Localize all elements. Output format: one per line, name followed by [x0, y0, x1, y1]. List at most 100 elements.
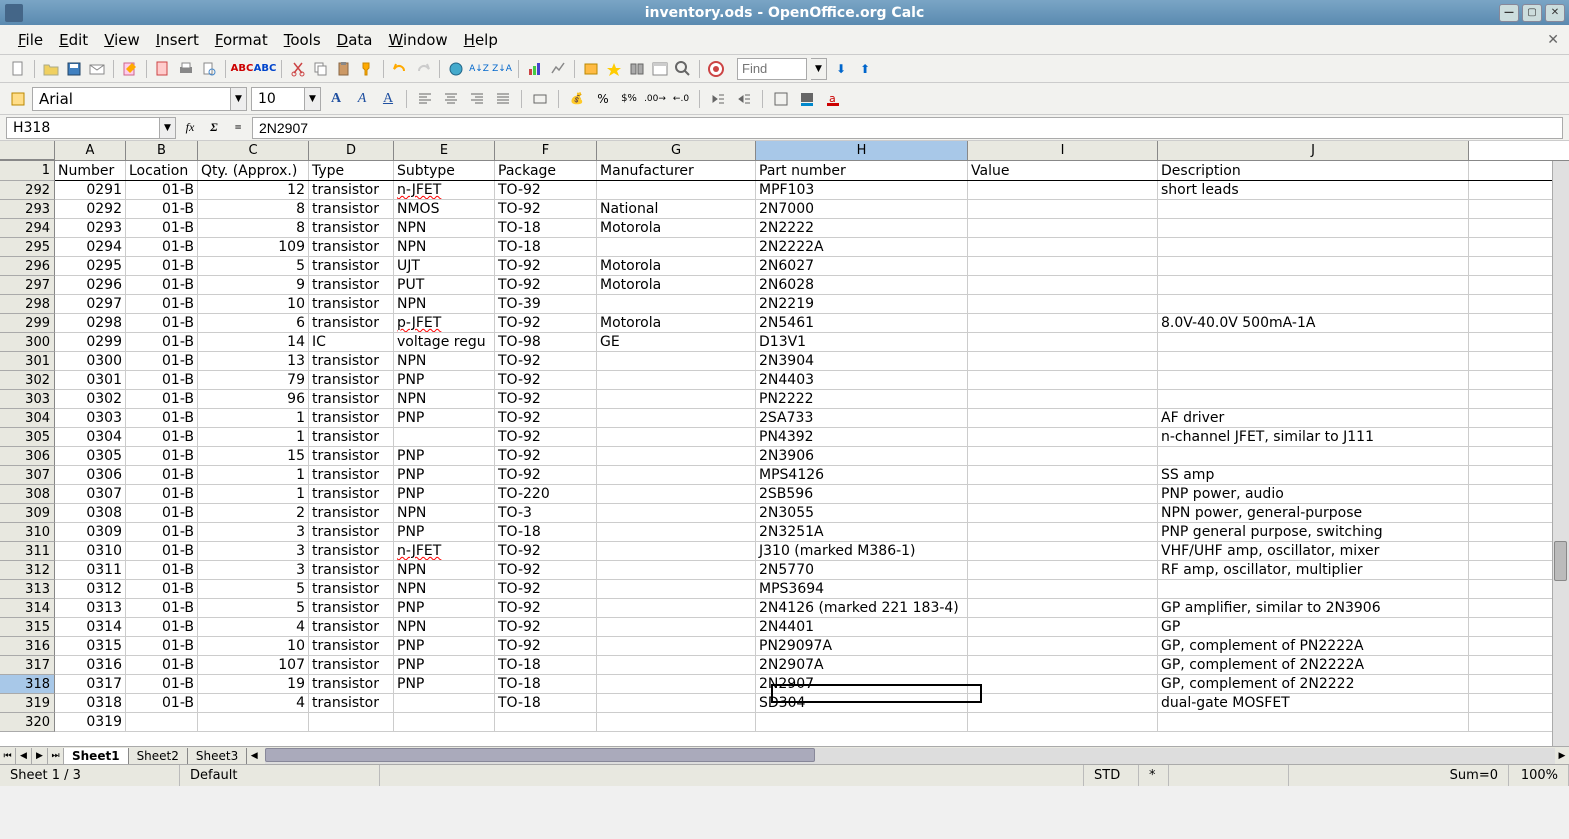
cell[interactable]: 0314 [55, 618, 126, 636]
menu-insert[interactable]: Insert [148, 26, 207, 54]
cell[interactable]: TO-92 [495, 466, 597, 484]
cell[interactable]: 8 [198, 219, 309, 237]
cell[interactable] [597, 561, 756, 579]
cell[interactable]: PNP [394, 447, 495, 465]
row-header-312[interactable]: 312 [0, 561, 55, 580]
cell[interactable]: 01-B [126, 390, 198, 408]
cell[interactable] [968, 694, 1158, 712]
cell[interactable] [968, 238, 1158, 256]
cell[interactable]: transistor [309, 276, 394, 294]
cell[interactable] [495, 713, 597, 731]
cell[interactable]: 01-B [126, 447, 198, 465]
email-button[interactable] [87, 59, 107, 79]
cell[interactable]: transistor [309, 257, 394, 275]
cell[interactable]: GP, complement of 2N2222 [1158, 675, 1469, 693]
header-cell-J[interactable]: Description [1158, 161, 1469, 180]
col-header-G[interactable]: G [597, 141, 756, 160]
chart-button[interactable] [525, 59, 545, 79]
row-header-301[interactable]: 301 [0, 352, 55, 371]
cell[interactable] [597, 485, 756, 503]
row-header-293[interactable]: 293 [0, 200, 55, 219]
cell[interactable] [597, 238, 756, 256]
cell[interactable] [597, 409, 756, 427]
redo-button[interactable] [413, 59, 433, 79]
cell[interactable]: transistor [309, 542, 394, 560]
row-header-308[interactable]: 308 [0, 485, 55, 504]
cell[interactable] [968, 637, 1158, 655]
row-header-313[interactable]: 313 [0, 580, 55, 599]
cell[interactable]: TO-92 [495, 447, 597, 465]
cell[interactable]: 15 [198, 447, 309, 465]
cell[interactable]: PNP [394, 637, 495, 655]
cell[interactable]: NPN [394, 238, 495, 256]
cell[interactable]: n-JFET [394, 542, 495, 560]
cell[interactable]: TO-92 [495, 390, 597, 408]
cell[interactable] [968, 504, 1158, 522]
autospell-button[interactable]: ABC [255, 59, 275, 79]
currency-button[interactable]: 💰 [566, 88, 588, 110]
cell[interactable]: 01-B [126, 656, 198, 674]
cell[interactable]: TO-18 [495, 675, 597, 693]
cell[interactable]: TO-18 [495, 219, 597, 237]
headers-button[interactable] [650, 59, 670, 79]
cell[interactable]: 01-B [126, 371, 198, 389]
cell[interactable]: IC [309, 333, 394, 351]
find-prev-button[interactable]: ⬆ [855, 59, 875, 79]
cell[interactable]: 0307 [55, 485, 126, 503]
cell[interactable]: 2N3055 [756, 504, 968, 522]
cell[interactable]: 0297 [55, 295, 126, 313]
cell[interactable]: NPN power, general-purpose [1158, 504, 1469, 522]
cell[interactable]: PNP [394, 409, 495, 427]
cell[interactable]: 3 [198, 523, 309, 541]
cell[interactable]: TO-98 [495, 333, 597, 351]
inc-indent-button[interactable] [733, 88, 755, 110]
row-header-319[interactable]: 319 [0, 694, 55, 713]
cell[interactable]: 2N6028 [756, 276, 968, 294]
header-cell-B[interactable]: Location [126, 161, 198, 180]
cell[interactable]: voltage regu [394, 333, 495, 351]
cell[interactable]: MPS3694 [756, 580, 968, 598]
cell[interactable]: PNP [394, 523, 495, 541]
cell[interactable]: 0318 [55, 694, 126, 712]
status-mode[interactable]: STD [1084, 765, 1139, 786]
cell[interactable]: VHF/UHF amp, oscillator, mixer [1158, 542, 1469, 560]
bold-button[interactable]: A [325, 88, 347, 110]
cell[interactable]: Motorola [597, 276, 756, 294]
cell[interactable] [968, 542, 1158, 560]
cell[interactable]: 0294 [55, 238, 126, 256]
cell[interactable]: GE [597, 333, 756, 351]
cell[interactable]: TO-92 [495, 561, 597, 579]
cell[interactable]: PUT [394, 276, 495, 294]
cell[interactable]: 2N4403 [756, 371, 968, 389]
cell[interactable]: TO-92 [495, 276, 597, 294]
spellcheck-button[interactable]: ABC [232, 59, 252, 79]
col-header-C[interactable]: C [198, 141, 309, 160]
vertical-scrollbar[interactable] [1552, 161, 1569, 746]
col-header-A[interactable]: A [55, 141, 126, 160]
cell[interactable]: RF amp, oscillator, multiplier [1158, 561, 1469, 579]
cell[interactable]: 2SA733 [756, 409, 968, 427]
cell[interactable]: 5 [198, 599, 309, 617]
menu-window[interactable]: Window [381, 26, 456, 54]
menu-format[interactable]: Format [207, 26, 276, 54]
row-header-295[interactable]: 295 [0, 238, 55, 257]
row-header-314[interactable]: 314 [0, 599, 55, 618]
row-header-309[interactable]: 309 [0, 504, 55, 523]
cell[interactable] [198, 713, 309, 731]
cell[interactable]: 01-B [126, 181, 198, 199]
cell[interactable]: TO-220 [495, 485, 597, 503]
sheet-tab-sheet2[interactable]: Sheet2 [129, 748, 188, 764]
cell[interactable] [597, 390, 756, 408]
add-decimal-button[interactable]: .00→ [644, 88, 666, 110]
formula-input[interactable] [252, 117, 1563, 139]
cell[interactable]: NPN [394, 390, 495, 408]
open-button[interactable] [41, 59, 61, 79]
cell[interactable]: PNP [394, 675, 495, 693]
cell[interactable] [968, 447, 1158, 465]
row-header-298[interactable]: 298 [0, 295, 55, 314]
cell[interactable] [968, 561, 1158, 579]
cell[interactable] [968, 257, 1158, 275]
hyperlink-button[interactable] [446, 59, 466, 79]
cell[interactable] [968, 580, 1158, 598]
cell[interactable]: TO-18 [495, 238, 597, 256]
